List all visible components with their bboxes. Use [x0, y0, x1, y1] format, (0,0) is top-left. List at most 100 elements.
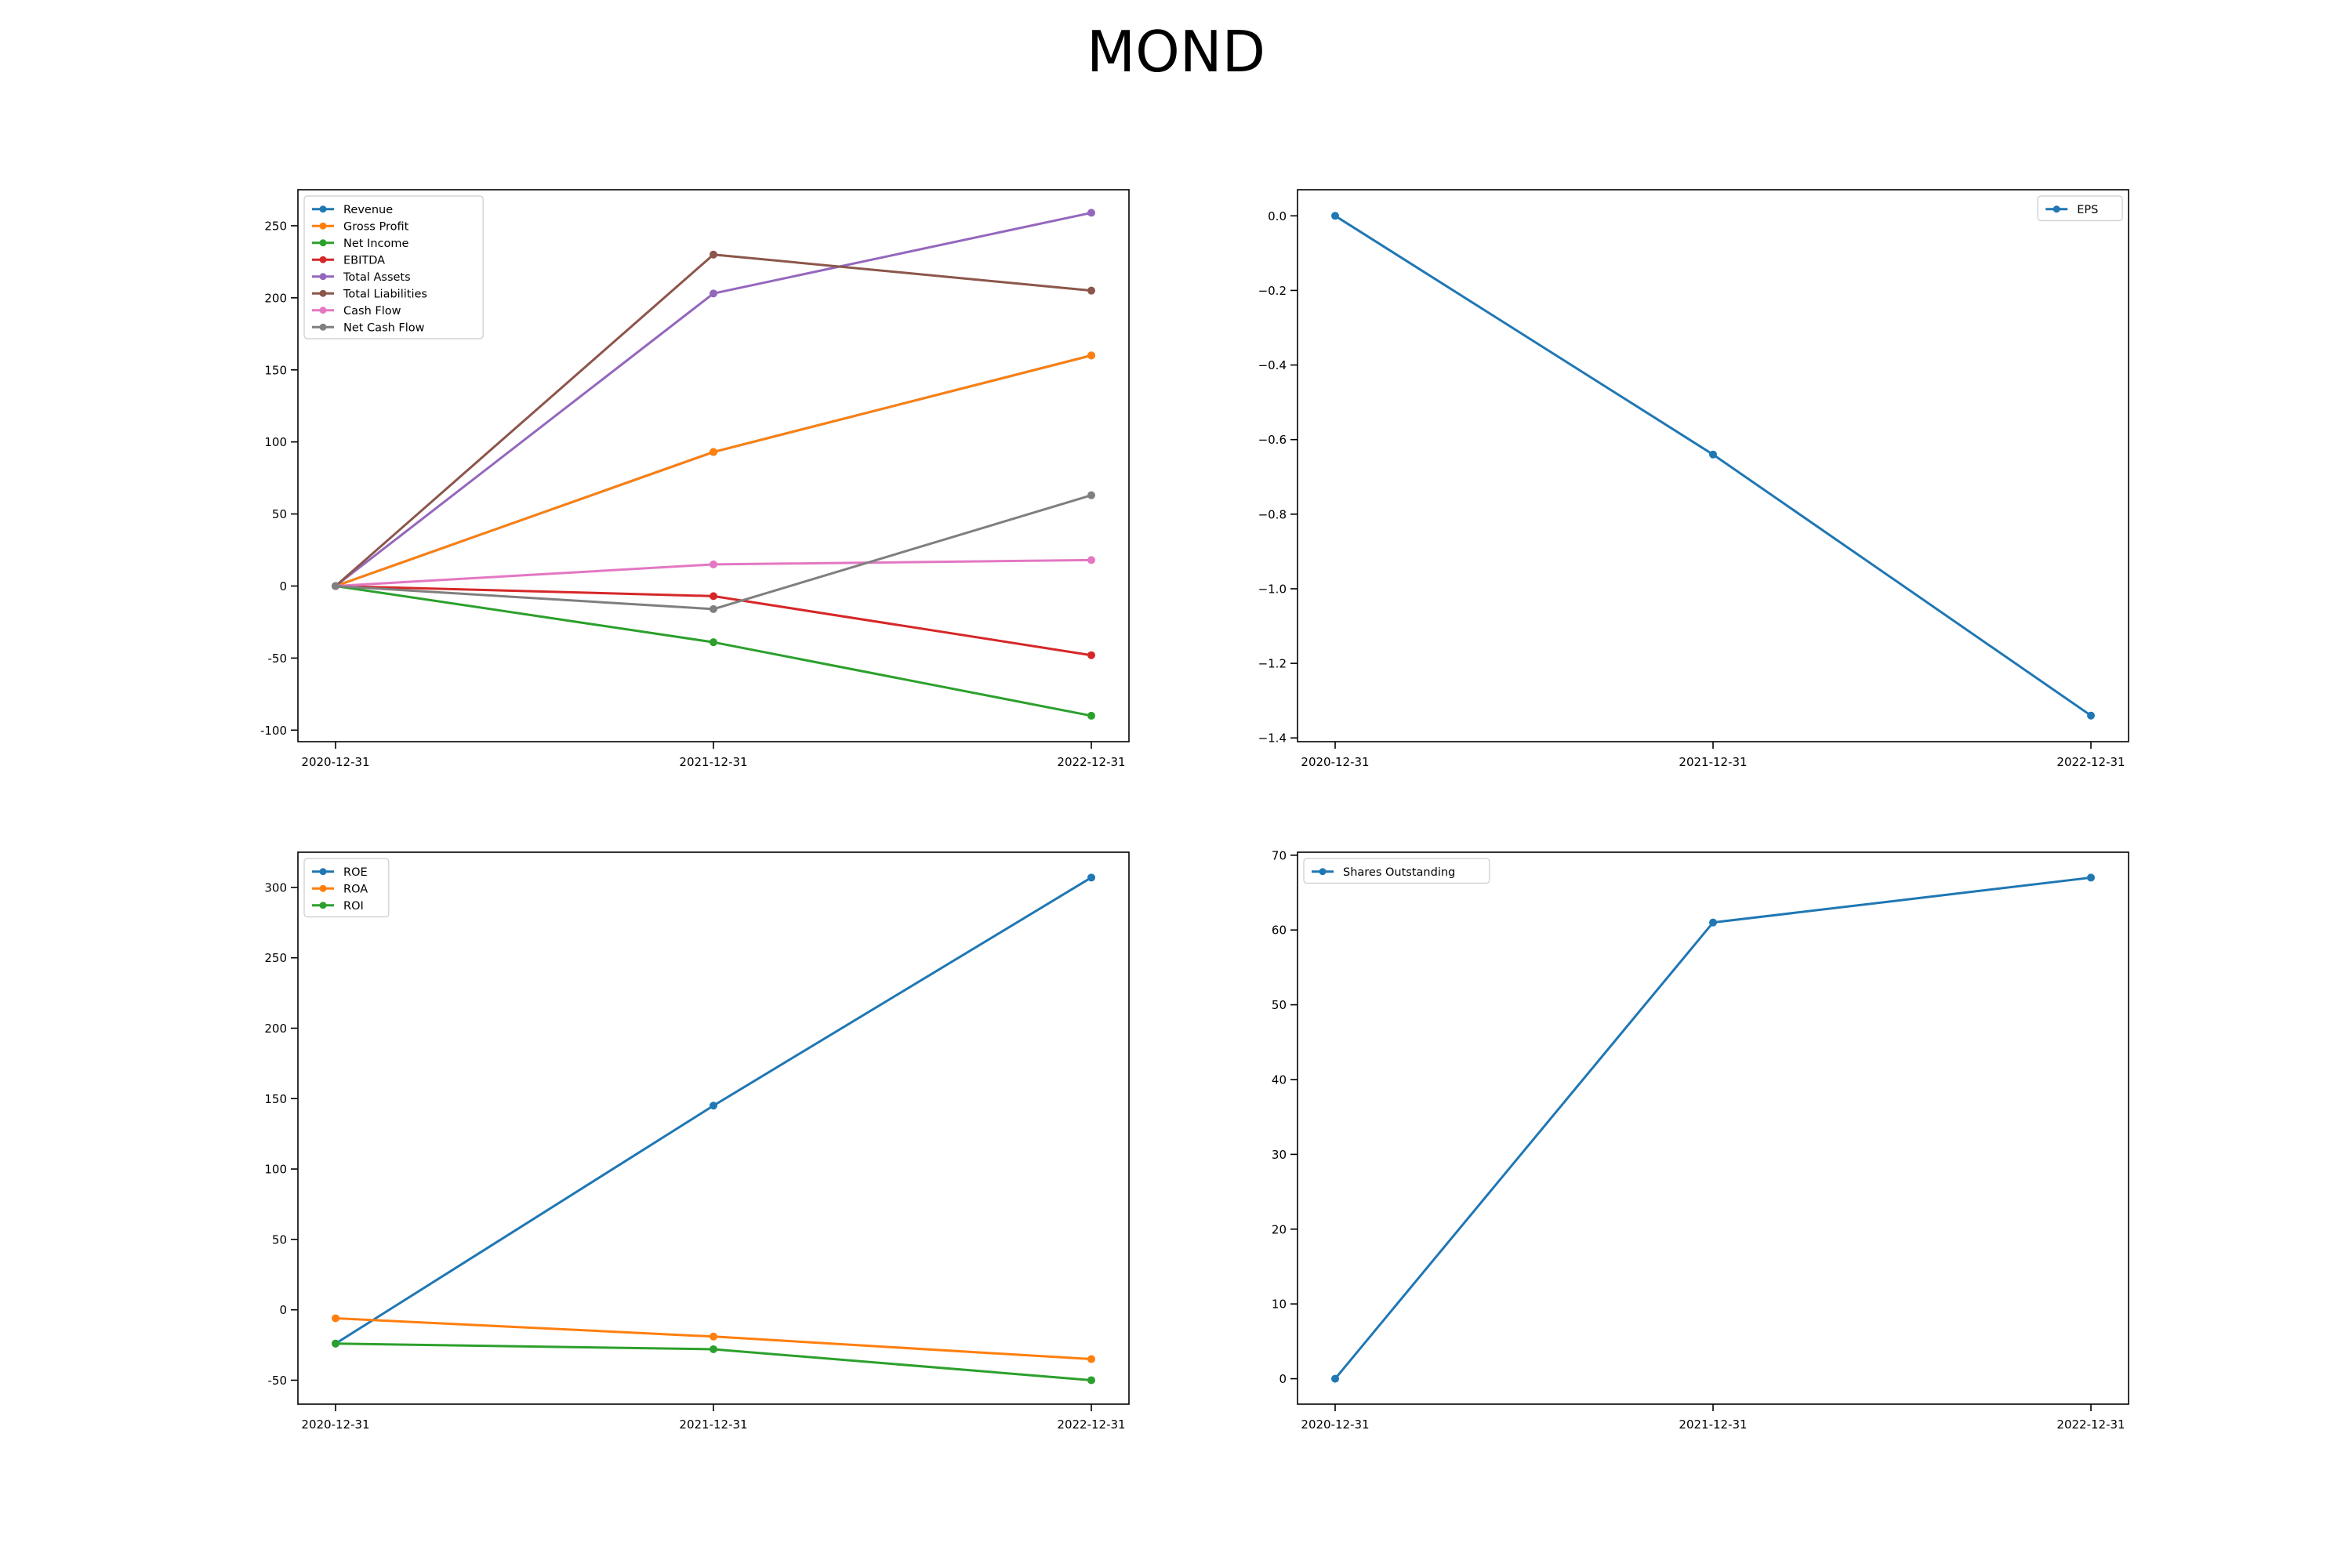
x-tick-label: 2022-12-31 — [1057, 1417, 1125, 1432]
y-tick-label: 0 — [279, 1303, 287, 1317]
y-tick-label: 30 — [1272, 1148, 1287, 1162]
data-point-roa — [1087, 1355, 1095, 1363]
y-tick-label: −0.6 — [1258, 433, 1287, 447]
y-tick-label: 40 — [1272, 1073, 1287, 1087]
series-line-roe — [335, 877, 1092, 1345]
y-tick-label: 0 — [279, 579, 287, 593]
data-point-net-income — [1087, 711, 1095, 720]
returns-line-chart: -50 0 50 100 150 200 250 300 2020-12-31 2021-12-3… — [264, 851, 1130, 1432]
legend-label: EBITDA — [343, 254, 385, 267]
legend-label: Total Liabilities — [343, 288, 427, 300]
legend-label: Cash Flow — [343, 305, 401, 318]
legend-marker — [319, 902, 327, 909]
data-point-net-cash-flow — [1087, 491, 1095, 499]
legend-label: ROA — [343, 883, 368, 895]
data-point-eps — [1709, 450, 1717, 459]
data-point-roa — [710, 1332, 717, 1341]
legend: EPS — [2037, 195, 2123, 222]
legend-marker — [319, 222, 327, 230]
data-point-roe — [710, 1102, 717, 1110]
y-tick-label: 0 — [1279, 1372, 1287, 1386]
page-title: MOND — [1086, 19, 1266, 85]
y-tick-label: -50 — [268, 1374, 288, 1388]
legend-box — [1303, 858, 1490, 884]
y-tick-label: −1.4 — [1258, 731, 1287, 746]
y-tick-label: −0.8 — [1258, 507, 1287, 521]
y-tick-label: 60 — [1272, 924, 1287, 938]
y-tick-label: 10 — [1272, 1298, 1287, 1312]
y-tick-label: 300 — [264, 880, 287, 895]
legend-marker — [319, 884, 327, 892]
y-tick-label: 200 — [264, 1022, 287, 1036]
y-tick-label: 100 — [264, 1163, 287, 1177]
legend: Revenue Gross Profit Net Income EBITDA Total… — [303, 195, 484, 339]
legend-marker — [319, 323, 327, 331]
data-point-shares-outstanding — [1709, 918, 1717, 927]
data-point-roi — [710, 1345, 717, 1353]
legend-box — [2037, 195, 2123, 222]
x-tick-label: 2020-12-31 — [1301, 755, 1369, 769]
y-tick-label: 150 — [264, 1092, 287, 1106]
y-tick-label: 150 — [264, 363, 287, 377]
data-point-gross-profit — [710, 448, 717, 456]
legend-marker — [319, 239, 327, 247]
x-tick-label: 2022-12-31 — [2056, 1417, 2125, 1432]
legend-marker — [319, 273, 327, 281]
series-line-gross-profit — [335, 354, 1092, 587]
data-point-roi — [332, 1339, 339, 1348]
data-point-eps — [1331, 212, 1339, 220]
data-point-shares-outstanding — [2087, 873, 2095, 882]
x-tick-label: 2020-12-31 — [1301, 1417, 1369, 1432]
financials-line-chart: -100 -50 0 50 100 150 200 250 2020-12-31 2021-12-… — [260, 189, 1130, 769]
y-tick-label: 70 — [1272, 848, 1287, 862]
legend-label: Total Assets — [343, 271, 411, 284]
data-point-roi — [1087, 1376, 1095, 1385]
x-tick-label: 2020-12-31 — [301, 755, 369, 769]
y-tick-label: 250 — [264, 219, 287, 233]
data-point-roa — [332, 1314, 339, 1323]
legend-marker — [1319, 868, 1327, 876]
data-point-ebitda — [1087, 651, 1095, 659]
legend: Shares Outstanding — [1303, 858, 1490, 884]
legend-marker — [319, 205, 327, 213]
legend-label: Revenue — [343, 204, 393, 216]
legend-label: Gross Profit — [343, 220, 409, 233]
x-tick-label: 2021-12-31 — [679, 755, 747, 769]
data-point-gross-profit — [1087, 351, 1095, 360]
y-tick-label: −0.2 — [1258, 284, 1287, 298]
data-point-eps — [2087, 711, 2095, 720]
x-tick-label: 2021-12-31 — [1679, 755, 1747, 769]
legend-marker — [319, 868, 327, 876]
data-point-net-income — [710, 638, 717, 647]
y-tick-label: 20 — [1272, 1222, 1287, 1236]
x-tick-label: 2022-12-31 — [1057, 755, 1125, 769]
series-line-shares-outstanding — [1334, 876, 2092, 1380]
y-tick-label: 50 — [272, 1232, 287, 1247]
shares-outstanding-line-chart: 0 10 20 30 40 50 60 70 2020-12-31 2021-12-31 2022-… — [1272, 848, 2129, 1432]
data-point-cash-flow — [710, 560, 717, 568]
data-point-total-liabilities — [710, 250, 717, 259]
legend: ROE ROA ROI — [303, 858, 390, 918]
legend-marker — [319, 256, 327, 263]
legend-label: Shares Outstanding — [1343, 866, 1455, 879]
y-tick-label: 0.0 — [1268, 209, 1287, 223]
plot-frame — [1297, 189, 2129, 742]
legend-label: Net Income — [343, 238, 408, 250]
y-tick-label: 50 — [272, 507, 287, 521]
legend-box — [303, 195, 484, 339]
x-tick-label: 2020-12-31 — [301, 1417, 369, 1432]
series-line-eps — [1334, 215, 2092, 717]
legend-marker — [319, 289, 327, 297]
legend-label: ROE — [343, 866, 368, 879]
data-point-cash-flow — [1087, 556, 1095, 564]
series-line-net-cash-flow — [335, 494, 1092, 611]
data-point-ebitda — [710, 592, 717, 601]
y-tick-label: −1.2 — [1258, 657, 1287, 671]
data-point-net-cash-flow — [710, 604, 717, 613]
plot-frame — [1297, 851, 2129, 1405]
y-tick-label: −1.0 — [1258, 582, 1287, 596]
y-tick-label: 250 — [264, 951, 287, 965]
x-tick-label: 2021-12-31 — [679, 1417, 747, 1432]
data-point-roe — [1087, 873, 1095, 882]
y-tick-label: 100 — [264, 435, 287, 449]
